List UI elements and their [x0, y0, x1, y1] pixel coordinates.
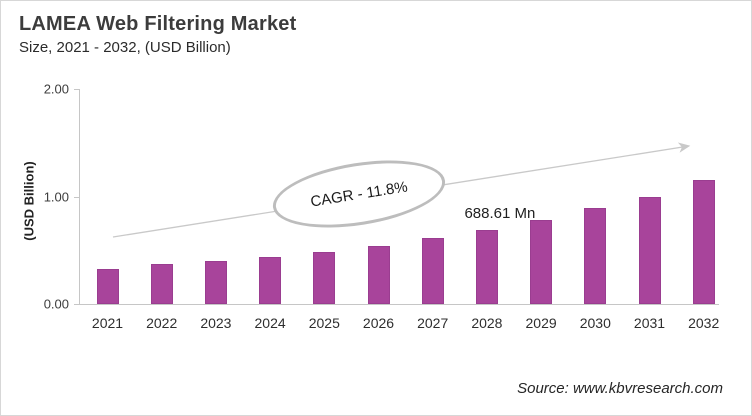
bar-2030	[584, 208, 607, 304]
y-tick-label-1.00: 1.00	[43, 189, 69, 204]
x-tick-label-2031: 2031	[633, 315, 666, 331]
x-tick-label-2027: 2027	[417, 315, 449, 331]
cagr-callout: CAGR - 11.8%	[268, 149, 450, 239]
x-tick-label-2032: 2032	[688, 315, 720, 331]
y-tick-mark	[74, 89, 79, 90]
x-tick-label-2025: 2025	[308, 315, 340, 331]
chart-title: LAMEA Web Filtering Market	[19, 13, 297, 35]
bar-2027	[421, 238, 444, 304]
x-tick-label-2022: 2022	[146, 315, 178, 331]
y-tick-label-2.00: 2.00	[43, 81, 69, 97]
bar-2022	[150, 264, 173, 304]
bar-2023	[204, 261, 227, 304]
bar-2029	[530, 220, 553, 304]
cagr-label: CAGR - 11.8%	[309, 177, 409, 211]
y-tick-label-0.00: 0.00	[43, 296, 69, 312]
x-tick-label-2028: 2028	[471, 315, 503, 331]
x-axis	[79, 304, 719, 305]
x-tick-label-2021: 2021	[91, 315, 124, 331]
y-tick-mark	[74, 196, 79, 198]
value-annotation: 688.61 Mn	[464, 204, 536, 222]
y-tick-mark	[74, 304, 79, 305]
bar-2021	[96, 268, 119, 304]
x-tick-label-2023: 2023	[200, 315, 232, 331]
y-axis	[79, 89, 80, 304]
x-tick-label-2029: 2029	[525, 315, 557, 331]
bar-2025	[313, 252, 336, 304]
source-credit: Source: www.kbvresearch.com	[517, 380, 723, 397]
bar-2026	[367, 245, 390, 304]
bar-2028	[475, 229, 498, 304]
chart-subtitle: Size, 2021 - 2032, (USD Billion)	[19, 39, 231, 56]
x-tick-label-2024: 2024	[254, 315, 286, 331]
bar-2031	[638, 196, 661, 304]
x-tick-label-2030: 2030	[579, 315, 611, 331]
bar-2024	[259, 256, 282, 304]
bar-2032	[692, 180, 715, 304]
x-tick-label-2026: 2026	[362, 315, 395, 331]
